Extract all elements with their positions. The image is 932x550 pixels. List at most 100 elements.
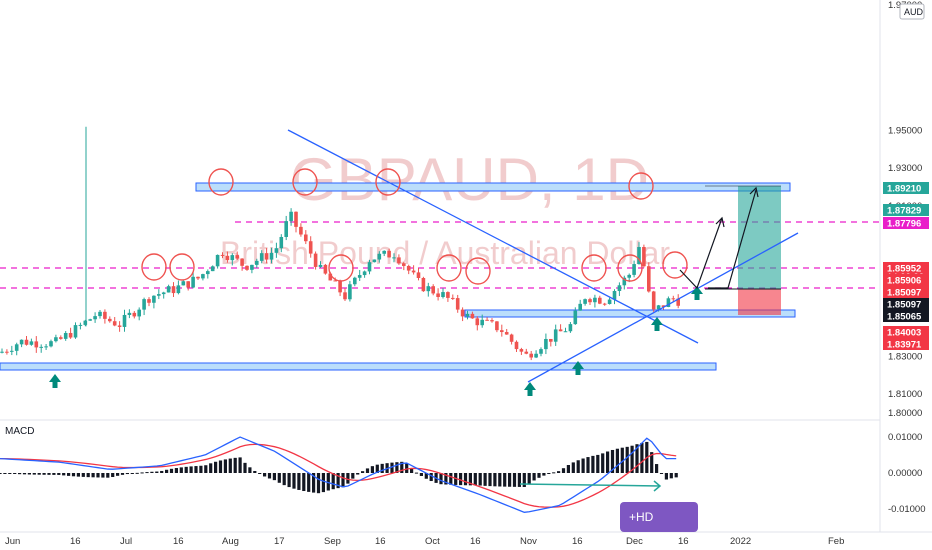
candle-body [29, 341, 34, 345]
macd-histogram-bar [155, 471, 159, 473]
macd-axis-tick: 0.01000 [888, 432, 922, 443]
candle-body [372, 259, 377, 263]
macd-histogram-bar [331, 473, 335, 490]
candle-body [176, 285, 181, 294]
price-label-tag [883, 326, 929, 338]
macd-histogram-bar [199, 465, 203, 473]
candle-body [78, 324, 83, 326]
candle-body [588, 299, 592, 303]
candle-body [367, 262, 372, 272]
macd-histogram-bar [42, 473, 46, 475]
candle-body [568, 324, 573, 332]
candle-body [274, 248, 279, 253]
candle-body [132, 312, 137, 317]
macd-histogram-bar [522, 473, 526, 487]
price-axis[interactable]: 1.950001.930001.910001.900001.870001.850… [883, 0, 929, 419]
candle-body [333, 280, 337, 282]
candle-body [377, 253, 382, 260]
candle-body [362, 271, 367, 276]
ascending-trendline [527, 232, 799, 383]
candle-body [470, 313, 475, 319]
macd-histogram-bar [547, 473, 551, 474]
candle-body [436, 293, 440, 297]
macd-histogram-bar [493, 473, 497, 487]
macd-histogram-bar [165, 469, 169, 473]
macd-histogram-bar [3, 473, 7, 474]
candle-body [14, 344, 19, 351]
pivot-circle [328, 254, 354, 282]
macd-indicator-label[interactable]: MACD [5, 426, 34, 437]
macd-histogram-bar [444, 473, 448, 485]
macd-histogram-bar [111, 473, 115, 477]
candle-body [108, 318, 112, 322]
candle-body [578, 303, 582, 311]
macd-histogram-bar [297, 473, 301, 490]
candle-body [142, 299, 146, 310]
macd-histogram-bar [365, 468, 370, 473]
macd-histogram-bar [258, 473, 262, 474]
candle-body [215, 254, 220, 267]
price-axis-tick: 1.93000 [888, 163, 922, 174]
time-axis-tick: 16 [572, 536, 583, 547]
candle-body [642, 246, 646, 267]
macd-histogram-bar [125, 473, 129, 475]
macd-histogram-bar [253, 470, 257, 473]
candle-body [387, 250, 391, 258]
macd-histogram-bar [238, 457, 242, 473]
chart-watermark-subtitle: British Pound / Australian Dollar [220, 235, 670, 271]
time-axis[interactable]: Jun 16 Jul 16 Aug 17 Sep 16 Oct 16 Nov 16 Dec 16 2022 F… [5, 536, 844, 547]
pivot-circle [662, 251, 688, 279]
macd-histogram-bar [498, 473, 502, 487]
macd-histogram-bar [160, 470, 164, 473]
candle-body [44, 346, 48, 348]
price-label-value: 1.87829 [887, 206, 921, 217]
macd-histogram-bar [96, 473, 100, 478]
candle-body [666, 298, 671, 307]
candle-body [544, 338, 548, 350]
candle-body [323, 264, 328, 274]
macd-histogram-bar [581, 458, 585, 473]
candle-body [289, 211, 293, 222]
candle-body [524, 351, 529, 354]
macd-histogram-bar [561, 468, 566, 473]
candle-body [186, 281, 190, 288]
bounce-up-arrow [572, 361, 584, 375]
macd-histogram-bar [272, 473, 276, 481]
candle-body [612, 290, 617, 300]
macd-histogram-bar [659, 473, 664, 474]
macd-histogram-bar [664, 473, 668, 480]
macd-histogram-bar [326, 473, 330, 491]
candle-body [475, 318, 480, 326]
macd-histogram-bar [223, 459, 227, 473]
candle-body [500, 330, 504, 333]
currency-badge[interactable] [899, 3, 925, 20]
candle-body [534, 353, 538, 358]
candle-body [171, 286, 176, 294]
macd-histogram-bar [130, 473, 134, 474]
macd-histogram-bar [0, 473, 2, 474]
macd-histogram-bar [356, 473, 360, 475]
macd-histogram-bar [424, 473, 428, 479]
macd-histogram-bar [400, 461, 404, 473]
macd-histogram-bar [209, 463, 213, 473]
macd-histogram-bar [405, 463, 409, 473]
macd-pane: 0.01000 0.00000 -0.01000 [0, 432, 926, 515]
candle-body [196, 276, 200, 279]
divergence-line [519, 483, 661, 487]
candle-body [5, 351, 9, 353]
candle-body [68, 332, 73, 338]
pivot-circle [169, 253, 195, 281]
candle-body [299, 226, 303, 235]
candle-body [485, 319, 489, 321]
long-position-profit-zone [738, 186, 781, 289]
macd-histogram-bar [674, 473, 678, 478]
candle-body [10, 350, 14, 352]
macd-histogram-bar [189, 466, 193, 473]
macd-histogram-bar [468, 473, 472, 486]
macd-line [0, 436, 677, 513]
macd-histogram-bar [630, 445, 634, 473]
pivot-circle [141, 253, 167, 281]
price-label-value: 1.85952 [887, 264, 921, 275]
pivot-circle [436, 254, 462, 282]
